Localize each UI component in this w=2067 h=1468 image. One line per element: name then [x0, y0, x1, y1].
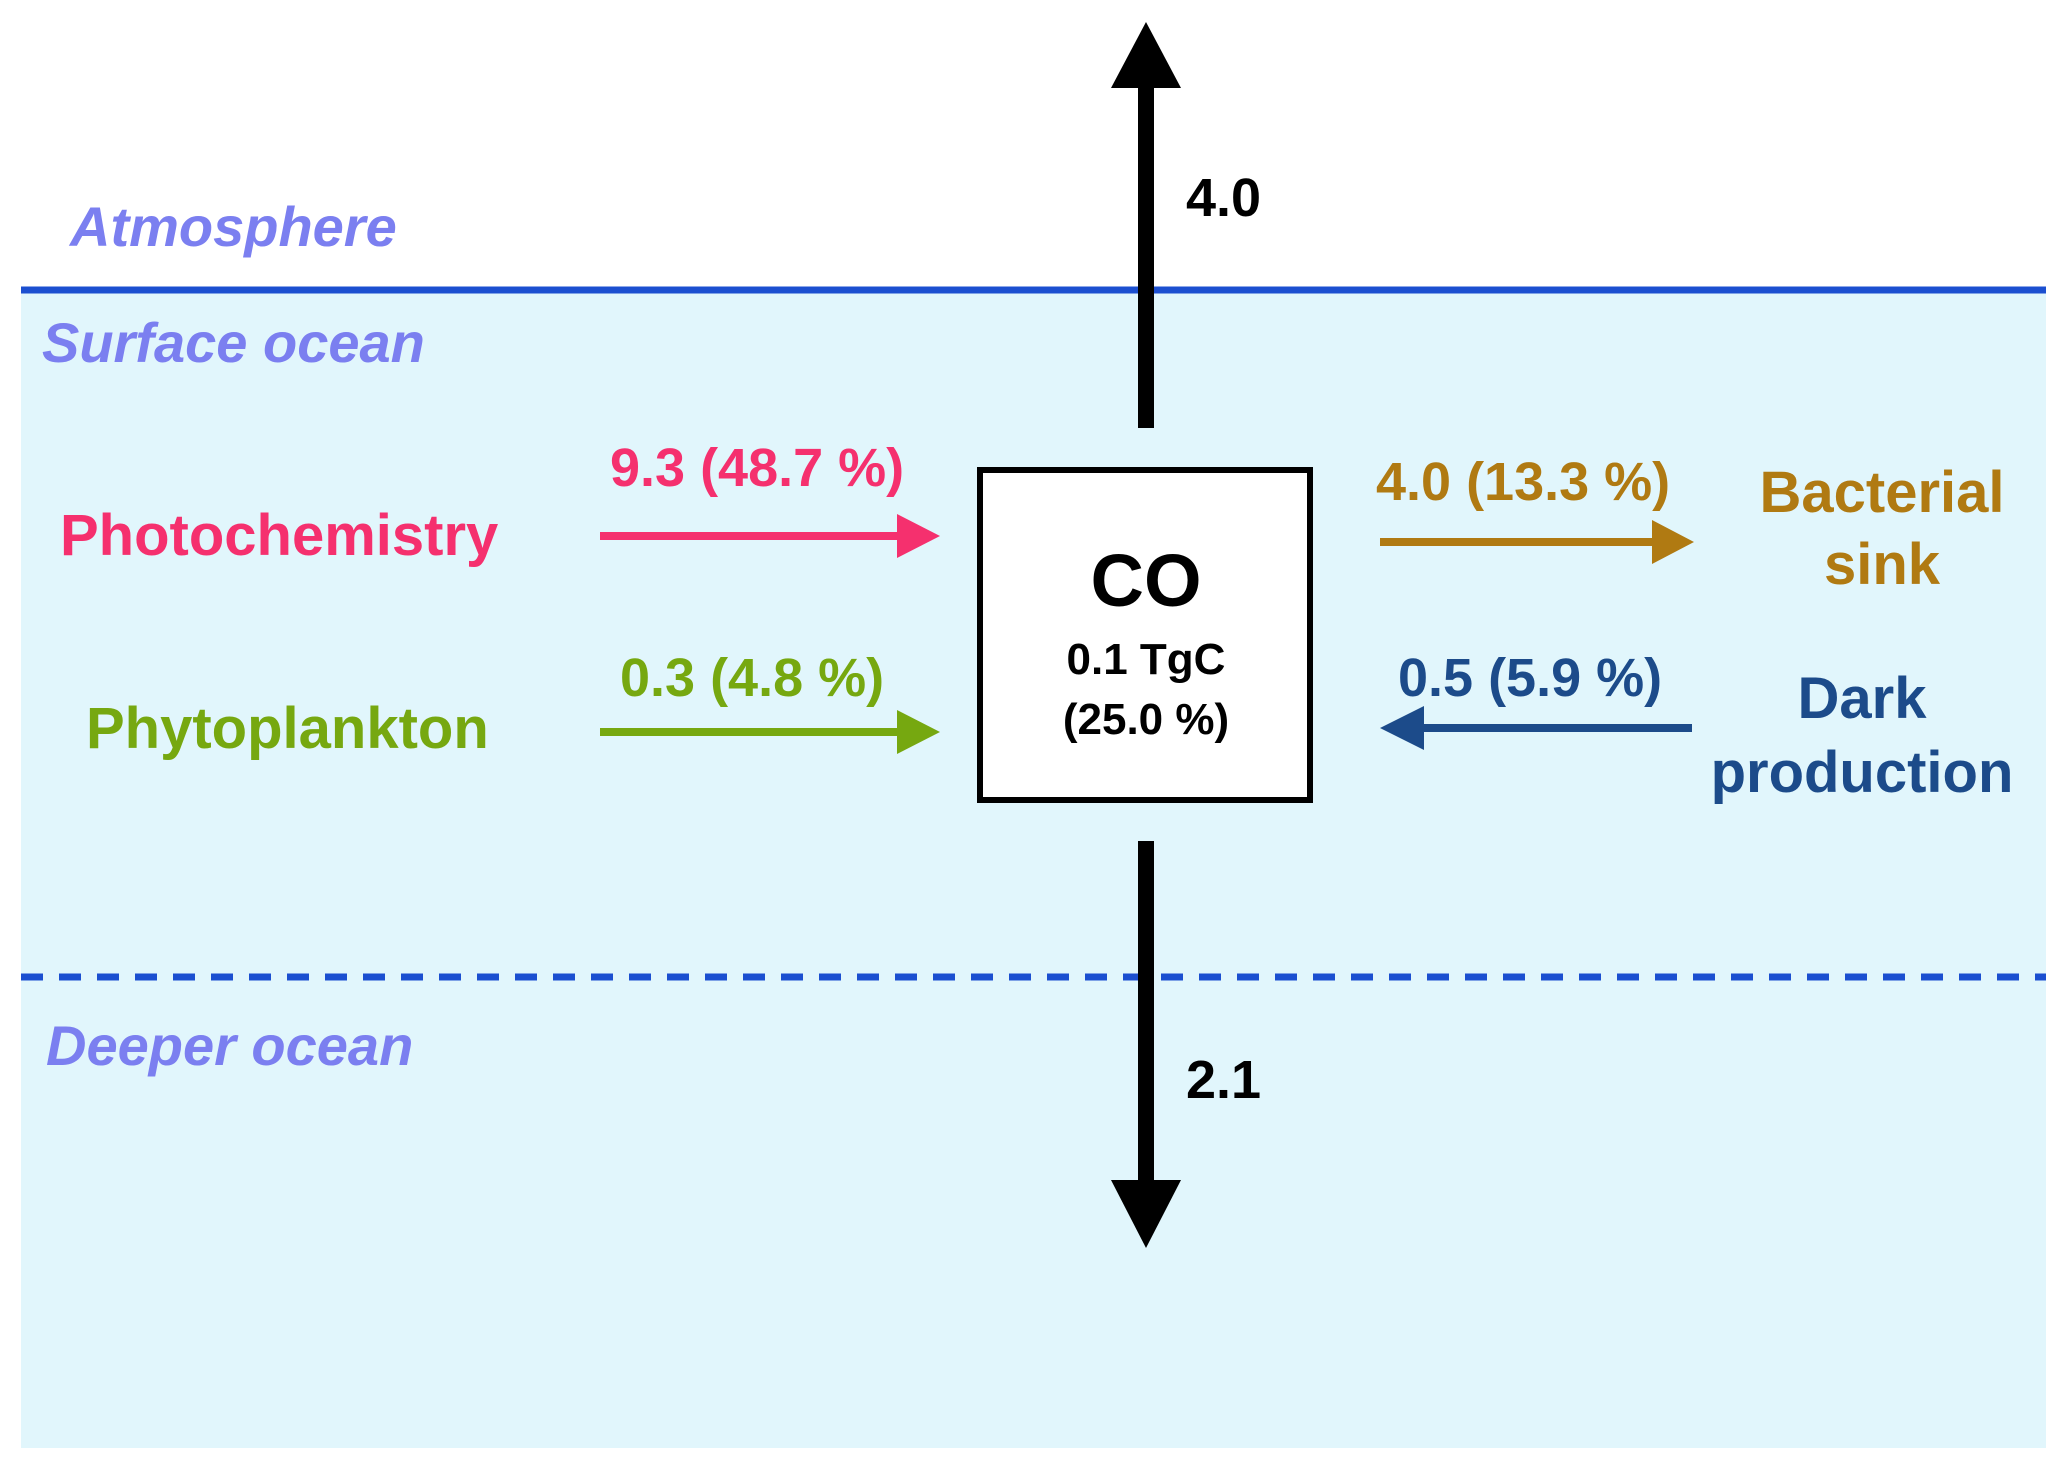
- co-pool-box: [977, 467, 1313, 803]
- photochemistry-arrowhead: [897, 514, 940, 558]
- deep-export-arrowhead: [1111, 1180, 1181, 1248]
- co-pool-percent: (25.0 %): [1063, 695, 1229, 744]
- dark-production-label-line1: Dark: [1798, 666, 1928, 731]
- ocean-background: [21, 289, 2046, 1448]
- dark-production-flux-value: 0.5 (5.9 %): [1398, 648, 1662, 708]
- bacterial-sink-arrowhead: [1652, 520, 1694, 564]
- photochemistry-label: Photochemistry: [60, 503, 498, 568]
- atmosphere-flux-value: 4.0: [1186, 168, 1261, 228]
- photochemistry-flux-value: 9.3 (48.7 %): [610, 438, 904, 498]
- co-pool-title: CO: [1091, 539, 1202, 622]
- phytoplankton-flux-value: 0.3 (4.8 %): [620, 648, 884, 708]
- deep-export-value: 2.1: [1186, 1050, 1261, 1110]
- bacterial-sink-label-line2: sink: [1824, 532, 1941, 597]
- dark-production-label-line2: production: [1711, 740, 2014, 805]
- phytoplankton-label: Phytoplankton: [86, 696, 489, 761]
- co-pool-amount: 0.1 TgC: [1067, 635, 1226, 684]
- bacterial-sink-label-line1: Bacterial: [1759, 460, 2004, 525]
- surface-ocean-label: Surface ocean: [42, 311, 425, 374]
- bacterial-sink-flux-value: 4.0 (13.3 %): [1376, 452, 1670, 512]
- phytoplankton-arrowhead: [897, 710, 940, 754]
- atmosphere-label: Atmosphere: [68, 195, 397, 258]
- atmosphere-flux-arrowhead: [1111, 22, 1181, 88]
- dark-production-arrowhead: [1380, 706, 1424, 750]
- deeper-ocean-label: Deeper ocean: [46, 1014, 413, 1077]
